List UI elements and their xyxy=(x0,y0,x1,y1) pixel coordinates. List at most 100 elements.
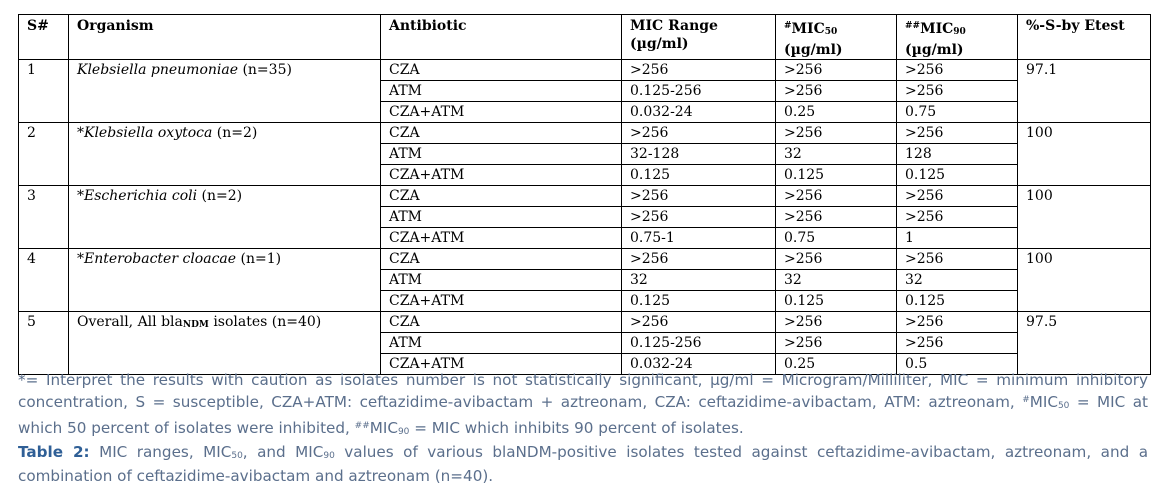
footnote: *= Interpret the results with caution as… xyxy=(18,371,1148,437)
mic-range-cell: 32-128 xyxy=(621,143,776,165)
table-row: CZA+ATM 0.032-24 0.25 0.5 xyxy=(19,353,1151,375)
mic-range-cell: 0.032-24 xyxy=(621,353,776,375)
table-caption: Table 2: MIC ranges, MIC50, and MIC90 va… xyxy=(18,443,1149,485)
mic50-cell: 32 xyxy=(775,269,897,291)
mic50-cell: 0.75 xyxy=(775,227,897,249)
mic-range-cell: 0.125 xyxy=(621,164,776,186)
mic50-cell: >256 xyxy=(775,332,897,354)
mic-range-cell: >256 xyxy=(621,185,776,207)
mic-range-cell: 0.75-1 xyxy=(621,227,776,249)
table-row: CZA+ATM 0.75-1 0.75 1 xyxy=(19,227,1151,249)
table-row: 5 Overall, All blaNDM isolates (n=40) CZ… xyxy=(18,311,1151,375)
mic90-cell: >256 xyxy=(896,122,1018,144)
mic50-cell: 32 xyxy=(775,143,897,165)
mic-range-cell: 0.032-24 xyxy=(621,101,776,123)
antibiotic-cell: CZA xyxy=(380,311,622,333)
header-mic-range: MIC Range (µg/ml) xyxy=(621,14,776,60)
mic90-cell: 0.125 xyxy=(896,290,1018,312)
organism-cell: *Klebsiella oxytoca (n=2) xyxy=(68,122,381,186)
row-sno: 1 xyxy=(18,59,69,123)
antibiotic-cell: CZA+ATM xyxy=(380,353,622,375)
mic-range-cell: 32 xyxy=(621,269,776,291)
mic-range-cell: >256 xyxy=(621,59,776,81)
antibiotic-cell: CZA xyxy=(380,248,622,270)
row-sno: 2 xyxy=(18,122,69,186)
antibiotic-cell: ATM xyxy=(380,332,622,354)
row-sno: 5 xyxy=(18,311,69,375)
table-row: 2 *Klebsiella oxytoca (n=2) CZA >256 >25… xyxy=(18,122,1151,186)
mic50-cell: >256 xyxy=(775,311,897,333)
header-susceptible: %-S-by Etest xyxy=(1017,14,1151,60)
table-row: 4 *Enterobacter cloacae (n=1) CZA >256 >… xyxy=(18,248,1151,312)
table-row: ATM 0.125-256 >256 >256 xyxy=(19,80,1151,102)
table-row: 3 *Escherichia coli (n=2) CZA >256 >256 … xyxy=(18,185,1151,249)
susceptible-cell: 100 xyxy=(1017,185,1151,249)
mic50-cell: >256 xyxy=(775,59,897,81)
mic50-cell: 0.125 xyxy=(775,164,897,186)
header-mic50: #MIC50 (µg/ml) xyxy=(775,14,897,60)
antibiotic-cell: CZA+ATM xyxy=(380,227,622,249)
antibiotic-cell: CZA+ATM xyxy=(380,164,622,186)
table-notes: *= Interpret the results with caution as… xyxy=(18,370,1148,486)
table-row: 1 Klebsiella pneumoniae (n=35) CZA >256 … xyxy=(18,59,1151,123)
row-sno: 3 xyxy=(18,185,69,249)
mic50-cell: 0.25 xyxy=(775,353,897,375)
mic90-cell: 0.75 xyxy=(896,101,1018,123)
mic50-cell: >256 xyxy=(775,206,897,228)
table-row: CZA+ATM 0.125 0.125 0.125 xyxy=(19,290,1151,312)
susceptible-cell: 97.1 xyxy=(1017,59,1151,123)
table-row: ATM >256 >256 >256 xyxy=(19,206,1151,228)
header-sno: S# xyxy=(18,14,69,60)
mic50-cell: >256 xyxy=(775,80,897,102)
mic90-cell: 128 xyxy=(896,143,1018,165)
mic90-cell: 0.125 xyxy=(896,164,1018,186)
header-mic90: ##MIC90 (µg/ml) xyxy=(896,14,1018,60)
antibiotic-cell: ATM xyxy=(380,80,622,102)
antibiotic-cell: CZA xyxy=(380,59,622,81)
susceptible-cell: 100 xyxy=(1017,248,1151,312)
mic90-cell: >256 xyxy=(896,59,1018,81)
organism-cell: Klebsiella pneumoniae (n=35) xyxy=(68,59,381,123)
row-sno: 4 xyxy=(18,248,69,312)
mic90-cell: >256 xyxy=(896,248,1018,270)
antibiotic-cell: CZA xyxy=(380,185,622,207)
mic-range-cell: >256 xyxy=(621,122,776,144)
mic50-cell: >256 xyxy=(775,122,897,144)
mic-range-cell: >256 xyxy=(621,248,776,270)
antibiotic-cell: ATM xyxy=(380,143,622,165)
antibiotic-cell: ATM xyxy=(380,269,622,291)
header-row: S# Organism Antibiotic MIC Range (µg/ml) … xyxy=(18,14,1151,60)
mic-table: S# Organism Antibiotic MIC Range (µg/ml) … xyxy=(18,14,1151,375)
mic-range-cell: 0.125-256 xyxy=(621,80,776,102)
table-row: CZA+ATM 0.125 0.125 0.125 xyxy=(19,164,1151,186)
mic90-cell: 0.5 xyxy=(896,353,1018,375)
mic90-cell: >256 xyxy=(896,80,1018,102)
mic50-cell: 0.25 xyxy=(775,101,897,123)
antibiotic-cell: ATM xyxy=(380,206,622,228)
header-antibiotic: Antibiotic xyxy=(380,14,622,60)
mic-range-cell: 0.125-256 xyxy=(621,332,776,354)
mic-range-cell: >256 xyxy=(621,206,776,228)
mic-range-cell: 0.125 xyxy=(621,290,776,312)
antibiotic-cell: CZA+ATM xyxy=(380,101,622,123)
mic90-cell: 32 xyxy=(896,269,1018,291)
mic90-cell: >256 xyxy=(896,185,1018,207)
organism-cell: Overall, All blaNDM isolates (n=40) xyxy=(68,311,381,375)
mic50-cell: >256 xyxy=(775,248,897,270)
susceptible-cell: 100 xyxy=(1017,122,1151,186)
organism-cell: *Enterobacter cloacae (n=1) xyxy=(68,248,381,312)
table-row: ATM 32-128 32 128 xyxy=(19,143,1151,165)
susceptible-cell: 97.5 xyxy=(1017,311,1151,375)
mic-range-cell: >256 xyxy=(621,311,776,333)
caption-label: Table 2: xyxy=(18,443,90,461)
mic90-cell: >256 xyxy=(896,206,1018,228)
organism-cell: *Escherichia coli (n=2) xyxy=(68,185,381,249)
antibiotic-cell: CZA xyxy=(380,122,622,144)
mic90-cell: 1 xyxy=(896,227,1018,249)
table-container: S# Organism Antibiotic MIC Range (µg/ml) … xyxy=(18,14,1151,375)
mic50-cell: >256 xyxy=(775,185,897,207)
table-row: ATM 0.125-256 >256 >256 xyxy=(19,332,1151,354)
mic90-cell: >256 xyxy=(896,311,1018,333)
header-organism: Organism xyxy=(68,14,381,60)
mic90-cell: >256 xyxy=(896,332,1018,354)
